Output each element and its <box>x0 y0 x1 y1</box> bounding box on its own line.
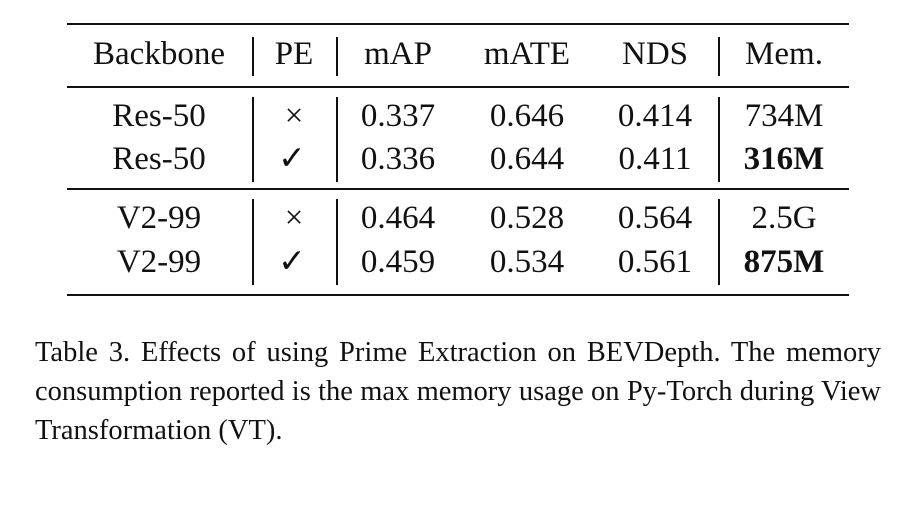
cell-pe: ✓ <box>278 141 306 177</box>
cell-nds: 0.414 <box>617 98 693 134</box>
group1-separator-3 <box>718 97 720 182</box>
cell-backbone: Res-50 <box>112 98 206 134</box>
cell-backbone: V2-99 <box>116 200 202 236</box>
header-pe: PE <box>274 36 314 72</box>
cell-nds: 0.564 <box>617 200 693 236</box>
header-separator-3 <box>718 37 720 76</box>
cell-map: 0.459 <box>360 244 436 280</box>
header-separator-1 <box>252 37 254 76</box>
cell-pe: × <box>284 200 304 236</box>
table-top-rule <box>67 23 849 25</box>
cell-mate: 0.534 <box>489 244 565 280</box>
header-mem: Mem. <box>745 36 823 72</box>
cell-mem: 734M <box>744 98 824 134</box>
group2-separator-2 <box>336 199 338 285</box>
cell-map: 0.464 <box>360 200 436 236</box>
header-map: mAP <box>364 36 432 72</box>
cell-map: 0.336 <box>360 141 436 177</box>
table-caption: Table 3. Effects of using Prime Extracti… <box>35 337 881 446</box>
header-backbone: Backbone <box>93 36 225 72</box>
cell-pe: ✓ <box>278 244 306 280</box>
cell-nds: 0.561 <box>617 244 693 280</box>
cell-mate: 0.646 <box>489 98 565 134</box>
group1-separator-2 <box>336 97 338 182</box>
cell-pe: × <box>284 98 304 134</box>
table-bottom-rule <box>67 294 849 296</box>
cell-mem: 2.5G <box>751 200 817 236</box>
cell-nds: 0.411 <box>618 141 692 177</box>
table-group-rule <box>67 188 849 190</box>
cell-mem-best: 316M <box>743 141 825 177</box>
table-header-rule <box>67 86 849 88</box>
header-separator-2 <box>336 37 338 76</box>
header-mate: mATE <box>483 36 571 72</box>
cell-mate: 0.644 <box>489 141 565 177</box>
cell-map: 0.337 <box>360 98 436 134</box>
cell-mem-best: 875M <box>743 244 825 280</box>
group1-separator-1 <box>252 97 254 182</box>
cell-backbone: Res-50 <box>112 141 206 177</box>
header-nds: NDS <box>621 36 689 72</box>
cell-mate: 0.528 <box>489 200 565 236</box>
group2-separator-3 <box>718 199 720 285</box>
group2-separator-1 <box>252 199 254 285</box>
cell-backbone: V2-99 <box>116 244 202 280</box>
